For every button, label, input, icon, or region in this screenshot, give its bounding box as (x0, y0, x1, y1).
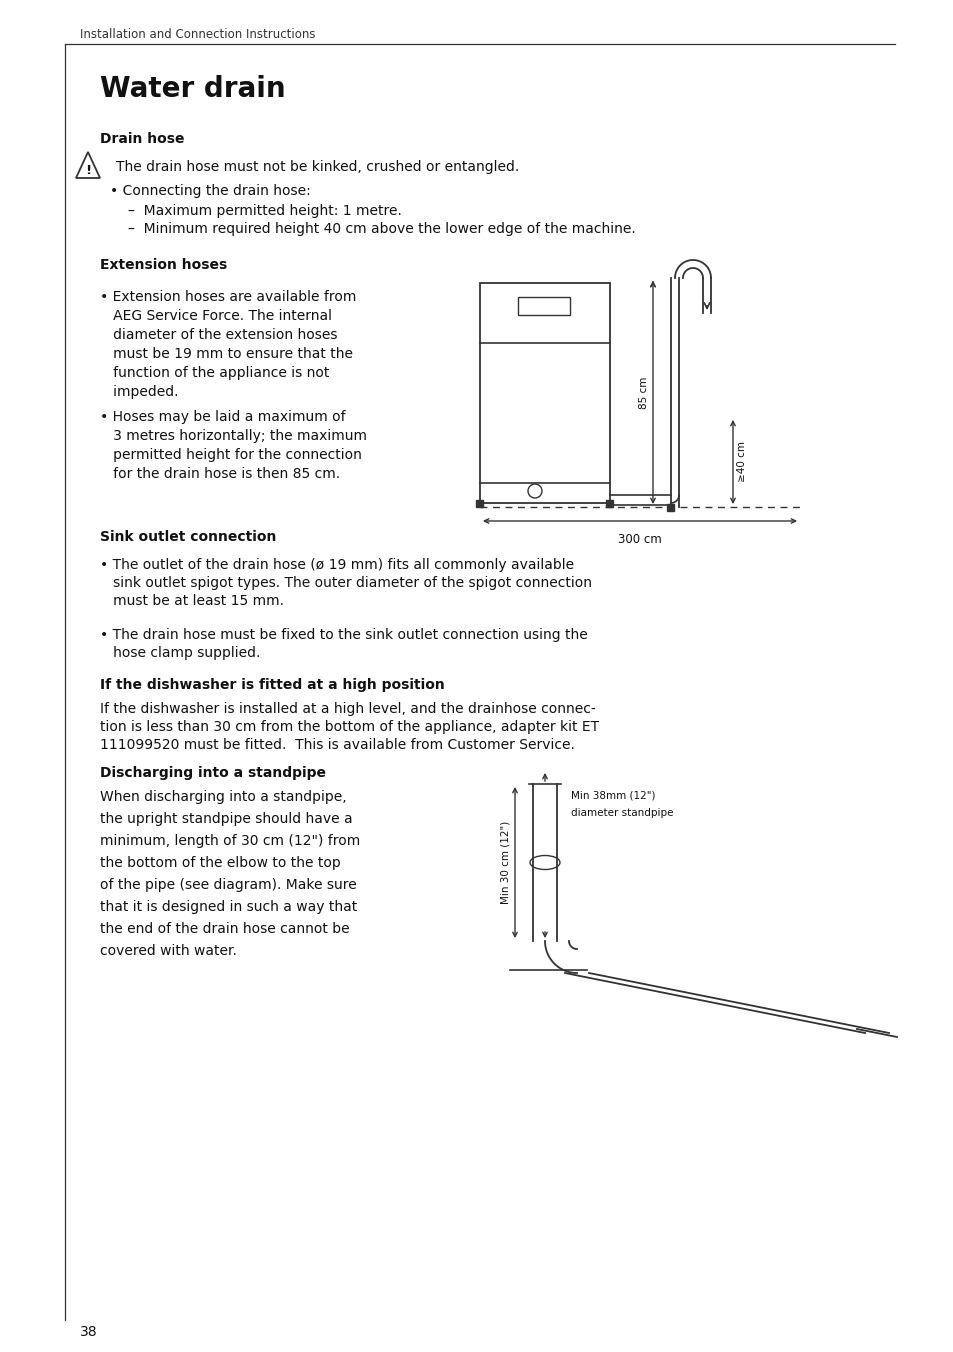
Text: 3 metres horizontally; the maximum: 3 metres horizontally; the maximum (100, 429, 367, 443)
Text: the bottom of the elbow to the top: the bottom of the elbow to the top (100, 856, 340, 869)
Text: –  Minimum required height 40 cm above the lower edge of the machine.: – Minimum required height 40 cm above th… (128, 222, 635, 237)
Text: impeded.: impeded. (100, 385, 178, 399)
Text: Drain hose: Drain hose (100, 132, 184, 146)
Bar (667, 503, 674, 511)
Text: • Extension hoses are available from: • Extension hoses are available from (100, 289, 356, 304)
Text: permitted height for the connection: permitted height for the connection (100, 448, 361, 462)
Bar (606, 499, 613, 507)
Text: Installation and Connection Instructions: Installation and Connection Instructions (80, 28, 315, 41)
Text: Min 38mm (12"): Min 38mm (12") (571, 790, 655, 800)
Text: that it is designed in such a way that: that it is designed in such a way that (100, 900, 356, 914)
Text: ≥40 cm: ≥40 cm (737, 442, 746, 483)
Text: diameter standpipe: diameter standpipe (571, 808, 673, 818)
Text: If the dishwasher is installed at a high level, and the drainhose connec-: If the dishwasher is installed at a high… (100, 702, 595, 717)
Text: 111099520 must be fitted.  This is available from Customer Service.: 111099520 must be fitted. This is availa… (100, 738, 575, 752)
Text: • The outlet of the drain hose (ø 19 mm) fits all commonly available: • The outlet of the drain hose (ø 19 mm)… (100, 558, 574, 572)
Text: AEG Service Force. The internal: AEG Service Force. The internal (100, 310, 332, 323)
Text: • The drain hose must be fixed to the sink outlet connection using the: • The drain hose must be fixed to the si… (100, 627, 587, 642)
Bar (476, 499, 483, 507)
Text: !: ! (85, 164, 91, 177)
Text: The drain hose must not be kinked, crushed or entangled.: The drain hose must not be kinked, crush… (116, 160, 518, 174)
Text: the end of the drain hose cannot be: the end of the drain hose cannot be (100, 922, 349, 936)
Text: sink outlet spigot types. The outer diameter of the spigot connection: sink outlet spigot types. The outer diam… (100, 576, 592, 589)
Text: diameter of the extension hoses: diameter of the extension hoses (100, 329, 337, 342)
Text: Water drain: Water drain (100, 74, 285, 103)
Text: function of the appliance is not: function of the appliance is not (100, 366, 329, 380)
Text: must be at least 15 mm.: must be at least 15 mm. (100, 594, 284, 608)
Text: • Connecting the drain hose:: • Connecting the drain hose: (110, 184, 311, 197)
Text: Discharging into a standpipe: Discharging into a standpipe (100, 767, 326, 780)
Text: must be 19 mm to ensure that the: must be 19 mm to ensure that the (100, 347, 353, 361)
Text: Sink outlet connection: Sink outlet connection (100, 530, 276, 544)
Text: for the drain hose is then 85 cm.: for the drain hose is then 85 cm. (100, 466, 340, 481)
Text: 85 cm: 85 cm (639, 376, 648, 408)
Text: • Hoses may be laid a maximum of: • Hoses may be laid a maximum of (100, 410, 345, 425)
Text: covered with water.: covered with water. (100, 944, 236, 959)
Text: minimum, length of 30 cm (12") from: minimum, length of 30 cm (12") from (100, 834, 360, 848)
Text: –  Maximum permitted height: 1 metre.: – Maximum permitted height: 1 metre. (128, 204, 401, 218)
Text: of the pipe (see diagram). Make sure: of the pipe (see diagram). Make sure (100, 877, 356, 892)
Text: hose clamp supplied.: hose clamp supplied. (100, 646, 260, 660)
Text: tion is less than 30 cm from the bottom of the appliance, adapter kit ET: tion is less than 30 cm from the bottom … (100, 721, 598, 734)
Bar (517, 297, 569, 315)
Bar (479, 283, 609, 503)
Text: Extension hoses: Extension hoses (100, 258, 227, 272)
Text: 300 cm: 300 cm (618, 533, 661, 546)
Text: Min 30 cm (12"): Min 30 cm (12") (500, 821, 511, 904)
Text: When discharging into a standpipe,: When discharging into a standpipe, (100, 790, 346, 804)
Text: If the dishwasher is fitted at a high position: If the dishwasher is fitted at a high po… (100, 677, 444, 692)
Text: the upright standpipe should have a: the upright standpipe should have a (100, 813, 353, 826)
Text: 38: 38 (80, 1325, 97, 1338)
